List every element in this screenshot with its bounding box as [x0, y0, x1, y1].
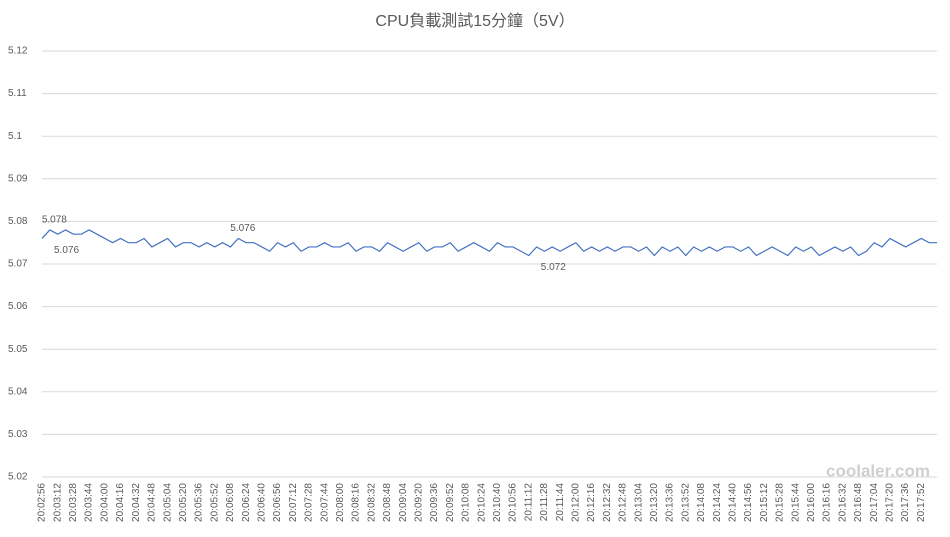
x-tick-label: 20:04:48: [147, 483, 158, 522]
x-tick-label: 20:12:16: [586, 483, 597, 522]
x-tick-label: 20:04:00: [99, 483, 110, 522]
chart-title: CPU負載測試15分鐘（5V）: [375, 12, 574, 30]
y-tick-label: 5.04: [8, 386, 28, 397]
x-tick-label: 20:04:32: [131, 483, 142, 522]
x-tick-label: 20:14:24: [712, 483, 723, 522]
y-tick-label: 5.03: [8, 429, 28, 440]
x-tick-label: 20:09:20: [413, 483, 424, 522]
x-tick-label: 20:10:40: [492, 483, 503, 522]
x-tick-label: 20:16:16: [822, 483, 833, 522]
x-tick-label: 20:11:12: [523, 483, 534, 522]
x-tick-label: 20:06:56: [272, 483, 283, 522]
x-tick-label: 20:17:04: [869, 483, 880, 522]
x-tick-label: 20:16:32: [837, 483, 848, 522]
x-tick-label: 20:13:04: [633, 483, 644, 522]
x-tick-label: 20:13:20: [649, 483, 660, 522]
x-tick-label: 20:08:32: [366, 483, 377, 522]
x-tick-label: 20:14:08: [696, 483, 707, 522]
x-tick-label: 20:17:36: [900, 483, 911, 522]
x-tick-label: 20:15:44: [790, 483, 801, 522]
x-tick-label: 20:04:16: [115, 483, 126, 522]
y-tick-label: 5.07: [8, 259, 28, 270]
x-tick-label: 20:11:28: [539, 483, 550, 522]
watermark: coolaler.com: [826, 461, 930, 480]
x-tick-label: 20:11:44: [555, 483, 566, 522]
x-tick-label: 20:10:08: [461, 483, 472, 522]
y-tick-label: 5.09: [8, 173, 28, 184]
x-tick-label: 20:07:44: [319, 483, 330, 522]
x-tick-label: 20:10:56: [508, 483, 519, 522]
x-tick-label: 20:09:52: [445, 483, 456, 522]
x-tick-label: 20:03:44: [84, 483, 95, 522]
x-tick-label: 20:09:04: [398, 483, 409, 522]
x-tick-label: 20:10:24: [476, 483, 487, 522]
y-tick-label: 5.06: [8, 301, 28, 312]
x-tick-label: 20:12:48: [618, 483, 629, 522]
y-tick-label: 5.02: [8, 472, 28, 483]
x-tick-label: 20:05:36: [194, 483, 205, 522]
x-tick-label: 20:05:04: [162, 483, 173, 522]
x-tick-label: 20:17:52: [916, 483, 927, 522]
x-tick-label: 20:02:56: [37, 483, 48, 522]
x-tick-label: 20:06:40: [256, 483, 267, 522]
x-tick-label: 20:08:00: [335, 483, 346, 522]
x-tick-label: 20:15:12: [759, 483, 770, 522]
x-tick-label: 20:13:36: [665, 483, 676, 522]
y-tick-label: 5.1: [8, 131, 22, 142]
x-tick-label: 20:03:28: [68, 483, 79, 522]
x-tick-label: 20:14:40: [728, 483, 739, 522]
x-tick-label: 20:05:20: [178, 483, 189, 522]
y-tick-label: 5.08: [8, 216, 28, 227]
data-label: 5.078: [42, 215, 67, 226]
x-tick-label: 20:03:12: [52, 483, 63, 522]
x-tick-label: 20:16:00: [806, 483, 817, 522]
x-tick-label: 20:17:20: [885, 483, 896, 522]
x-tick-label: 20:15:28: [775, 483, 786, 522]
x-tick-label: 20:07:12: [288, 483, 299, 522]
x-tick-label: 20:09:36: [429, 483, 440, 522]
y-tick-label: 5.05: [8, 344, 28, 355]
x-tick-label: 20:13:52: [680, 483, 691, 522]
x-tick-label: 20:06:08: [225, 483, 236, 522]
y-tick-label: 5.11: [8, 88, 27, 99]
data-line: [41, 229, 937, 257]
x-tick-label: 20:05:52: [209, 483, 220, 522]
x-tick-label: 20:14:56: [743, 483, 754, 522]
data-label: 5.076: [230, 223, 255, 234]
y-tick-label: 5.12: [8, 46, 28, 57]
x-tick-label: 20:08:48: [382, 483, 393, 522]
x-tick-label: 20:12:00: [571, 483, 582, 522]
x-tick-label: 20:06:24: [241, 483, 252, 522]
x-tick-label: 20:12:32: [602, 483, 613, 522]
data-label: 5.076: [54, 245, 79, 256]
data-label: 5.072: [541, 262, 566, 273]
x-tick-label: 20:08:16: [351, 483, 362, 522]
x-tick-label: 20:07:28: [304, 483, 315, 522]
x-tick-label: 20:16:48: [853, 483, 864, 522]
